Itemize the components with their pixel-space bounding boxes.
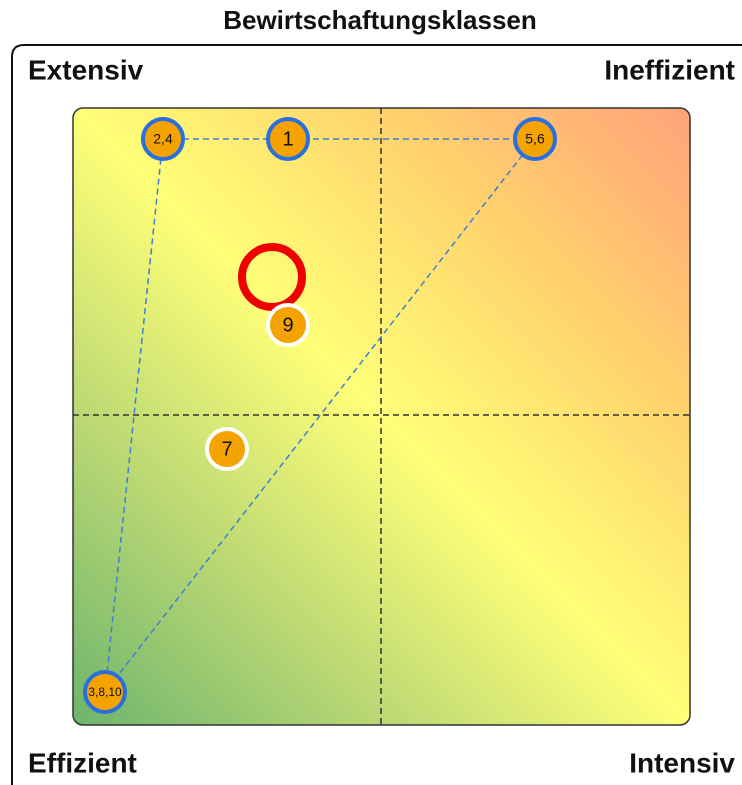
corner-label: Effizient (28, 747, 137, 778)
highlight-ring (238, 243, 306, 311)
frame (11, 44, 742, 785)
connector (104, 138, 536, 693)
point (205, 427, 249, 471)
points: 2,4 1 5,6 9 7 3,8,10 (83, 117, 557, 714)
point (513, 117, 557, 161)
point-label: 5,6 (525, 131, 545, 147)
point (266, 117, 310, 161)
point-label: 7 (221, 438, 232, 460)
corner-label: Extensiv (28, 54, 144, 85)
point-label: 3,8,10 (88, 685, 122, 699)
corner-label: Ineffizient (604, 54, 735, 85)
point (266, 303, 310, 347)
point-label: 9 (282, 314, 293, 336)
point (141, 117, 185, 161)
connector (104, 138, 164, 693)
connectors (104, 138, 536, 693)
corner-label: Intensiv (629, 747, 735, 778)
point-label: 1 (282, 128, 293, 150)
point-label: 2,4 (153, 131, 173, 147)
title: Bewirtschaftungsklassen (223, 5, 537, 35)
point (83, 670, 127, 714)
